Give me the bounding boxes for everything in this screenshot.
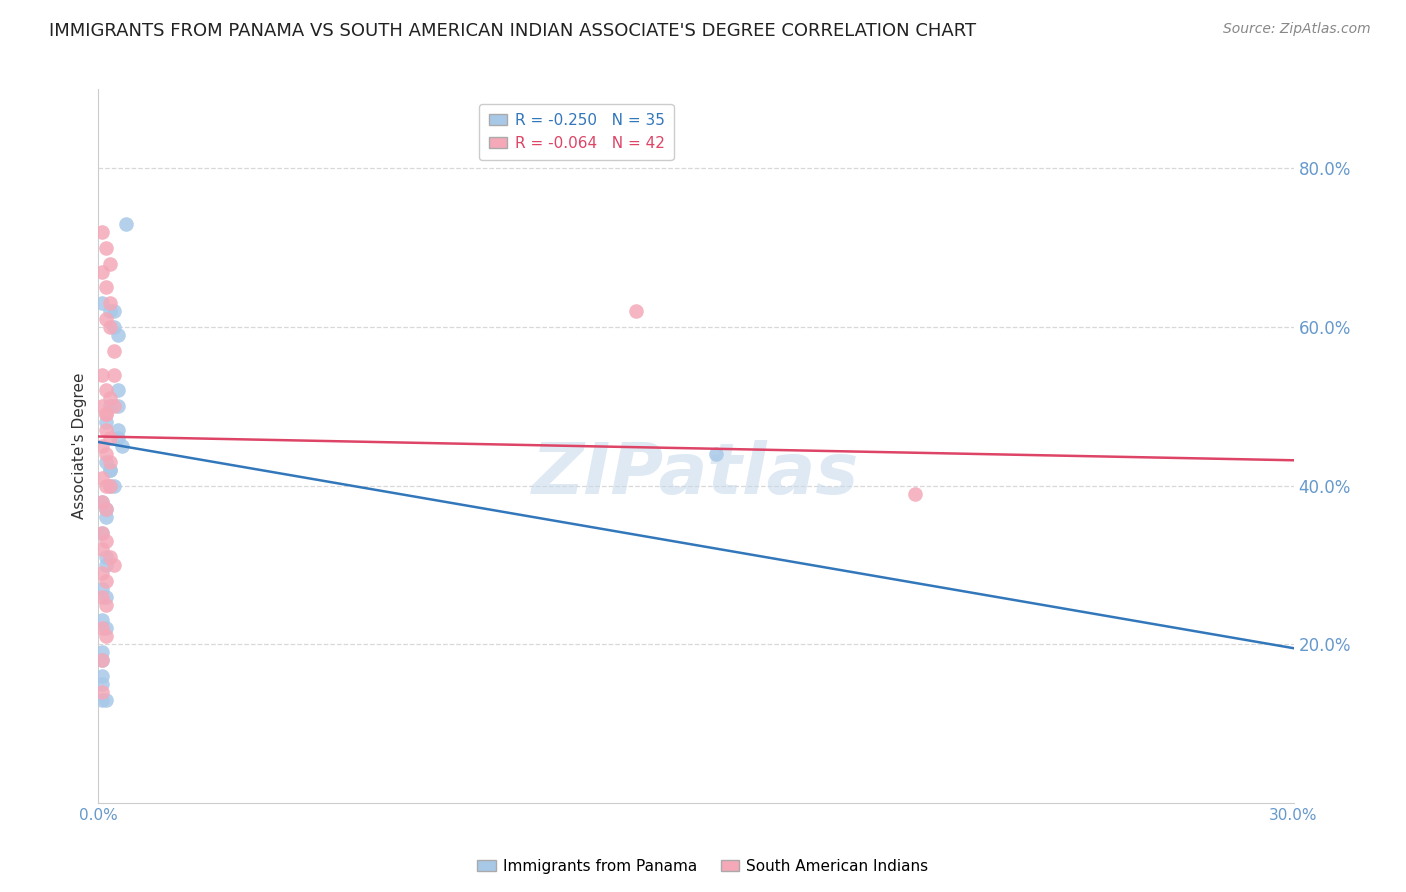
Point (96, 534, 118, 549)
Point (98, 257, 122, 271)
Point (91, 645, 114, 659)
Point (91, 296, 114, 310)
Point (96, 629, 118, 643)
Point (96, 621, 118, 635)
Point (91, 439, 114, 453)
Point (115, 217, 138, 231)
Point (96, 447, 118, 461)
Point (111, 439, 134, 453)
Point (96, 384, 118, 398)
Point (91, 669, 114, 683)
Point (98, 320, 122, 334)
Point (103, 304, 125, 318)
Point (96, 502, 118, 516)
Point (98, 431, 122, 445)
Point (98, 478, 122, 492)
Point (91, 685, 114, 699)
Point (96, 423, 118, 437)
Point (96, 502, 118, 516)
Point (98, 463, 122, 477)
Point (91, 494, 114, 508)
Point (96, 549, 118, 564)
Point (96, 574, 118, 588)
Point (103, 558, 125, 572)
Point (103, 400, 125, 414)
Point (91, 566, 114, 580)
Point (98, 455, 122, 469)
Point (91, 526, 114, 541)
Point (98, 392, 122, 406)
Point (96, 455, 118, 469)
Point (107, 384, 129, 398)
Legend: Immigrants from Panama, South American Indians: Immigrants from Panama, South American I… (471, 853, 935, 880)
Point (96, 407, 118, 421)
Point (704, 447, 727, 461)
Point (96, 590, 118, 604)
Point (103, 478, 125, 492)
Point (91, 526, 114, 541)
Text: Source: ZipAtlas.com: Source: ZipAtlas.com (1223, 22, 1371, 37)
Point (91, 542, 114, 557)
Point (103, 343, 125, 358)
Point (96, 312, 118, 326)
Point (98, 463, 122, 477)
Point (96, 415, 118, 429)
Point (98, 304, 122, 318)
Y-axis label: Associate's Degree: Associate's Degree (72, 373, 87, 519)
Point (91, 614, 114, 628)
Point (91, 653, 114, 667)
Point (96, 558, 118, 572)
Point (91, 692, 114, 706)
Point (107, 328, 129, 343)
Point (98, 549, 122, 564)
Point (626, 304, 648, 318)
Point (98, 296, 122, 310)
Point (904, 486, 927, 500)
Point (96, 407, 118, 421)
Point (91, 494, 114, 508)
Text: IMMIGRANTS FROM PANAMA VS SOUTH AMERICAN INDIAN ASSOCIATE'S DEGREE CORRELATION C: IMMIGRANTS FROM PANAMA VS SOUTH AMERICAN… (49, 22, 976, 40)
Point (96, 598, 118, 612)
Point (103, 368, 125, 382)
Point (96, 510, 118, 524)
Point (91, 225, 114, 239)
Point (91, 590, 114, 604)
Point (96, 692, 118, 706)
Point (91, 400, 114, 414)
Point (91, 621, 114, 635)
Point (91, 471, 114, 485)
Point (107, 423, 129, 437)
Text: ZIPatlas: ZIPatlas (533, 440, 859, 509)
Point (96, 241, 118, 255)
Point (91, 368, 114, 382)
Point (98, 478, 122, 492)
Point (107, 400, 129, 414)
Point (91, 582, 114, 596)
Point (91, 653, 114, 667)
Point (96, 478, 118, 492)
Point (103, 320, 125, 334)
Point (91, 264, 114, 278)
Point (98, 400, 122, 414)
Point (107, 431, 129, 445)
Point (91, 677, 114, 691)
Legend: R = -0.250   N = 35, R = -0.064   N = 42: R = -0.250 N = 35, R = -0.064 N = 42 (479, 104, 673, 160)
Point (96, 280, 118, 294)
